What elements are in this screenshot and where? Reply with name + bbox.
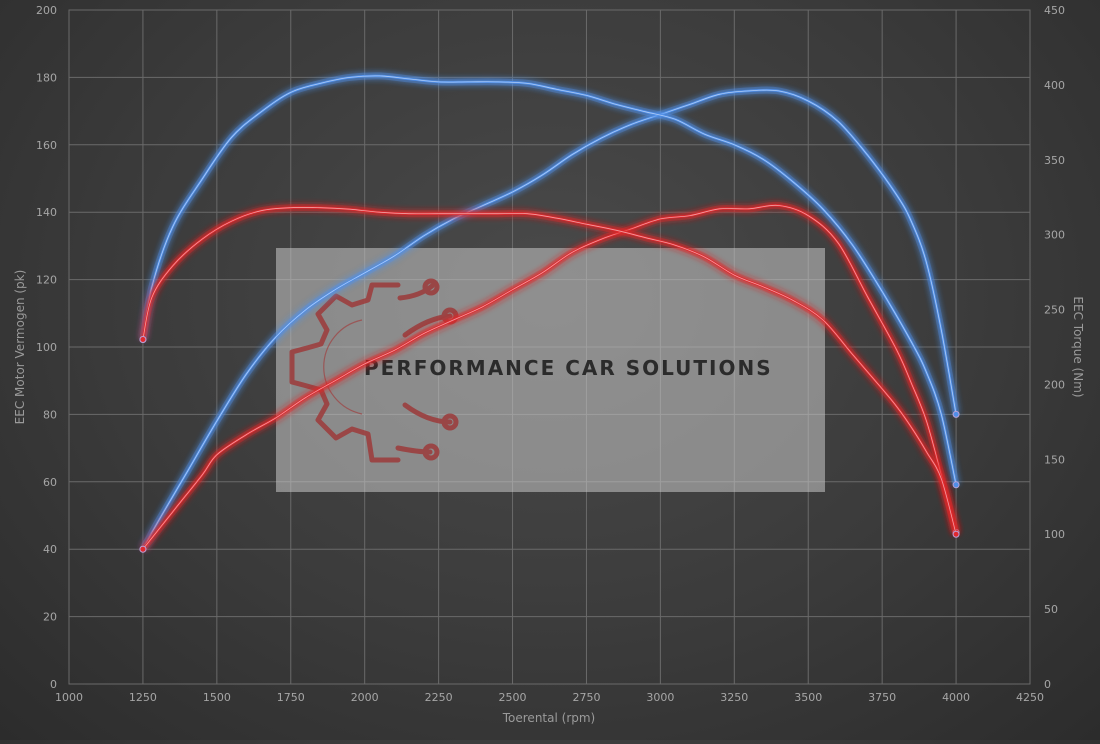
y-axis-left-title: EEC Motor Vermogen (pk) — [13, 270, 27, 425]
y-right-tick-label: 300 — [1044, 229, 1065, 242]
y-right-tick-label: 250 — [1044, 304, 1065, 317]
x-tick-label: 1750 — [277, 691, 305, 704]
series-line-highlight — [142, 75, 957, 485]
y-right-tick-label: 350 — [1044, 154, 1065, 167]
y-left-tick-label: 160 — [36, 139, 57, 152]
series-start-point — [139, 336, 147, 344]
series-3 — [139, 203, 960, 538]
y-right-tick-label: 100 — [1044, 528, 1065, 541]
y-left-tick-label: 40 — [43, 543, 57, 556]
series-line-highlight — [142, 207, 957, 535]
y-right-tick-label: 450 — [1044, 4, 1065, 17]
y-axis-right-title: EEC Torque (Nm) — [1071, 296, 1085, 397]
x-tick-label: 2250 — [425, 691, 453, 704]
tick-labels: 1000 1250 1500 1750 2000 2250 2500 2750 3000 3250… — [36, 4, 1065, 704]
x-tick-label: 3500 — [794, 691, 822, 704]
y-left-tick-label: 120 — [36, 274, 57, 287]
gear-circuit-icon — [289, 278, 459, 463]
series-line-highlight — [142, 89, 957, 550]
series-2 — [139, 201, 960, 553]
x-tick-label: 1000 — [55, 691, 83, 704]
x-tick-label: 3000 — [646, 691, 674, 704]
x-tick-label: 2750 — [572, 691, 600, 704]
x-tick-label: 1500 — [203, 691, 231, 704]
series-end-point — [952, 410, 960, 418]
y-left-tick-label: 20 — [43, 611, 57, 624]
series-end-point — [952, 530, 960, 538]
y-left-tick-label: 60 — [43, 476, 57, 489]
watermark-arc — [323, 319, 363, 415]
series-line-highlight — [142, 204, 957, 550]
series-1 — [139, 72, 960, 489]
series-end-point — [952, 481, 960, 489]
x-tick-label: 3250 — [720, 691, 748, 704]
series-start-point — [139, 545, 147, 553]
y-left-tick-label: 180 — [36, 71, 57, 84]
y-right-tick-label: 0 — [1044, 678, 1051, 691]
y-right-tick-label: 150 — [1044, 453, 1065, 466]
y-right-tick-label: 400 — [1044, 79, 1065, 92]
watermark: PERFORMANCE CAR SOLUTIONS — [276, 248, 825, 492]
x-axis-title: Toerental (rpm) — [502, 711, 595, 725]
x-tick-label: 1250 — [129, 691, 157, 704]
x-tick-label: 3750 — [868, 691, 896, 704]
y-left-tick-label: 200 — [36, 4, 57, 17]
x-tick-label: 4000 — [942, 691, 970, 704]
y-right-tick-label: 200 — [1044, 378, 1065, 391]
y-left-tick-label: 0 — [50, 678, 57, 691]
y-left-tick-label: 80 — [43, 408, 57, 421]
watermark-text: PERFORMANCE CAR SOLUTIONS — [364, 356, 773, 380]
y-left-tick-label: 140 — [36, 206, 57, 219]
watermark-panel — [276, 248, 825, 492]
x-tick-label: 2500 — [499, 691, 527, 704]
y-left-tick-label: 100 — [36, 341, 57, 354]
x-tick-label: 4250 — [1016, 691, 1044, 704]
x-tick-label: 2000 — [351, 691, 379, 704]
y-right-tick-label: 50 — [1044, 603, 1058, 616]
series — [139, 72, 960, 553]
